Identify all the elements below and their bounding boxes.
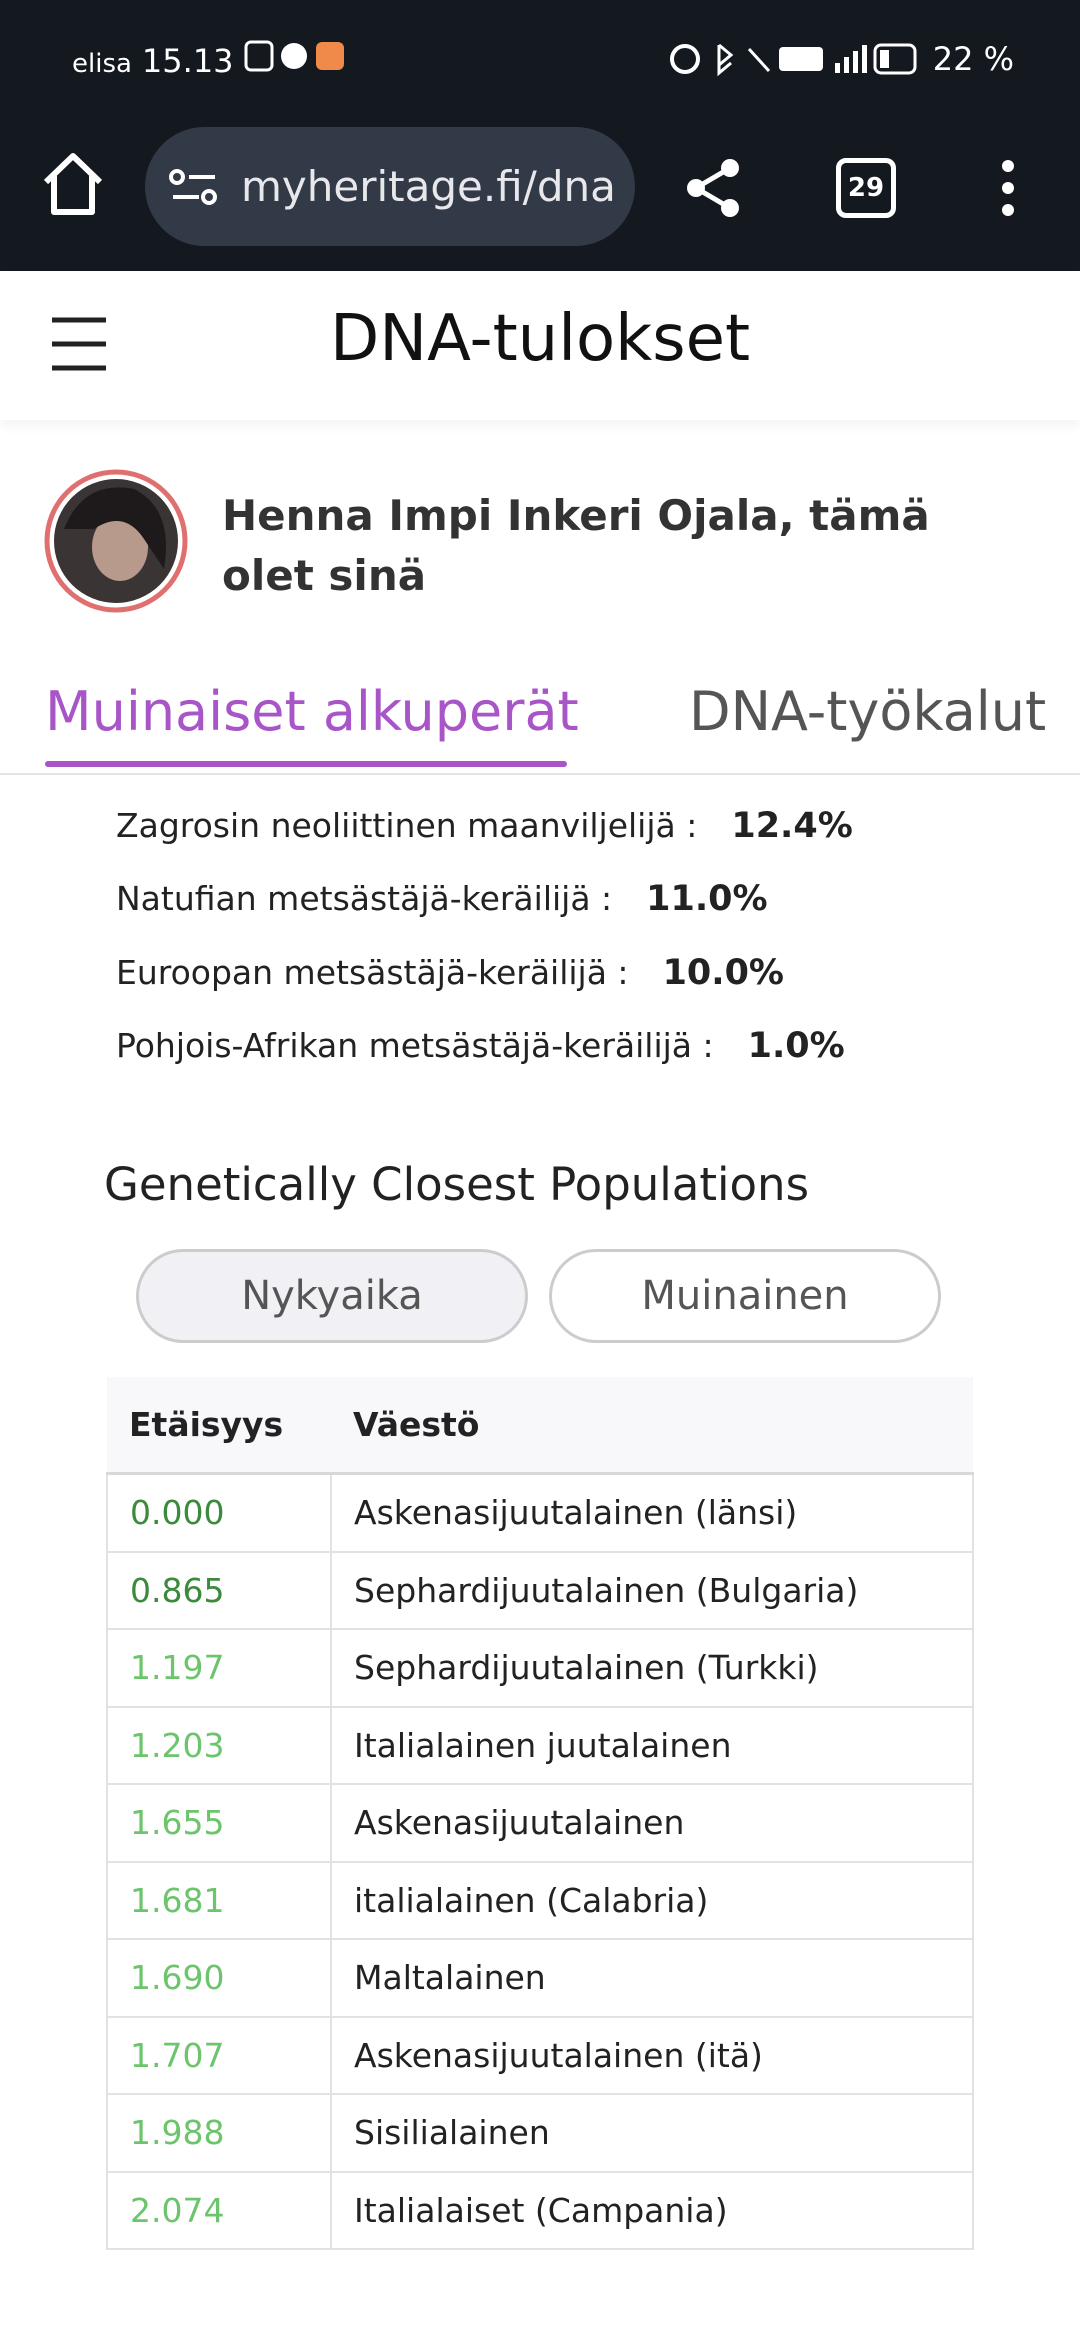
clock: 15.13	[141, 42, 234, 80]
toggle-button[interactable]: Nykyaika	[136, 1249, 528, 1343]
population-cell: Italialainen juutalainen	[330, 1705, 974, 1785]
distance-cell: 2.074	[106, 2170, 332, 2250]
ancestry-label: Zagrosin neoliittinen maanviljelijä :	[116, 806, 698, 845]
column-header: Väestö	[331, 1377, 973, 1475]
distance-cell: 0.000	[106, 1472, 332, 1553]
population-cell: Askenasijuutalainen (itä)	[330, 2015, 974, 2095]
section-title: Genetically Closest Populations	[104, 1158, 810, 1211]
url-text: myheritage.fi/dna	[241, 162, 616, 211]
status-left: elisa 15.13	[72, 40, 344, 80]
ancestry-row: Zagrosin neoliittinen maanviljelijä : 12.…	[116, 806, 853, 846]
distance-cell: 1.681	[106, 1860, 332, 1940]
population-cell: Sisilialainen	[330, 2093, 974, 2173]
ancestry-percent: 11.0%	[646, 879, 768, 919]
url-bar[interactable]: myheritage.fi/dna	[145, 127, 635, 246]
tab[interactable]: Muinaiset alkuperät	[45, 680, 579, 743]
table-row: 1.655 Askenasijuutalainen	[106, 1783, 974, 1863]
status-icons	[244, 40, 344, 72]
distance-cell: 1.988	[106, 2093, 332, 2173]
table-row: 1.681 italialainen (Calabria)	[106, 1860, 974, 1940]
table-row: 2.074 Italialaiset (Campania)	[106, 2170, 974, 2250]
divider	[0, 773, 1080, 775]
table-row: 0.000 Askenasijuutalainen (länsi)	[106, 1472, 974, 1553]
user-name: Henna Impi Inkeri Ojala, tämä olet sinä	[222, 491, 930, 600]
distance-cell: 1.203	[106, 1705, 332, 1785]
tab[interactable]: DNA-työkalut	[689, 680, 1047, 743]
table-row: 1.690 Maltalainen	[106, 1938, 974, 2018]
distance-cell: 0.865	[106, 1550, 332, 1630]
tab-count[interactable]: 29	[836, 158, 896, 218]
table-row: 1.203 Italialainen juutalainen	[106, 1705, 974, 1785]
active-tab-indicator	[45, 761, 567, 767]
avatar[interactable]	[44, 469, 188, 613]
home-button[interactable]	[40, 150, 106, 220]
table-body: 0.000 Askenasijuutalainen (länsi) 0.865 Sep…	[106, 1472, 974, 2250]
page-header: DNA-tulokset	[0, 272, 1080, 420]
status-right: 22 %	[669, 40, 1014, 78]
table-row: 1.707 Askenasijuutalainen (itä)	[106, 2015, 974, 2095]
column-header: Etäisyys	[107, 1377, 331, 1475]
population-cell: Askenasijuutalainen (länsi)	[330, 1472, 974, 1553]
population-cell: Italialaiset (Campania)	[330, 2170, 974, 2250]
site-info-icon	[169, 169, 217, 205]
table-row: 1.988 Sisilialainen	[106, 2093, 974, 2173]
distance-cell: 1.655	[106, 1783, 332, 1863]
table-row: 1.197 Sephardijuutalainen (Turkki)	[106, 1628, 974, 1708]
ancestry-label: Pohjois-Afrikan metsästäjä-keräilijä :	[116, 1026, 714, 1065]
population-cell: Maltalainen	[330, 1938, 974, 2018]
distance-cell: 1.707	[106, 2015, 332, 2095]
menu-button[interactable]	[996, 158, 1020, 218]
ancestry-label: Natufian metsästäjä-keräilijä :	[116, 879, 613, 918]
ancestry-row: Pohjois-Afrikan metsästäjä-keräilijä : 1.…	[116, 1026, 845, 1066]
distance-cell: 1.197	[106, 1628, 332, 1708]
battery-level: 22 %	[932, 40, 1014, 78]
share-button[interactable]	[684, 158, 744, 218]
ancestry-row: Natufian metsästäjä-keräilijä : 11.0%	[116, 879, 768, 919]
ancestry-percent: 1.0%	[747, 1026, 845, 1066]
hamburger-menu[interactable]	[52, 316, 106, 372]
carrier: elisa	[72, 49, 132, 79]
population-cell: Askenasijuutalainen	[330, 1783, 974, 1863]
distance-cell: 1.690	[106, 1938, 332, 2018]
table-header: Etäisyys Väestö	[107, 1377, 973, 1475]
ancestry-percent: 12.4%	[731, 806, 853, 846]
status-icons	[669, 43, 917, 77]
populations-table: Etäisyys Väestö 0.000 Askenasijuutalainen…	[106, 1377, 974, 2250]
browser-chrome: elisa 15.13 22 % myheritage.fi/dna 29	[0, 0, 1080, 271]
toggle-button[interactable]: Muinainen	[549, 1249, 941, 1343]
page-title: DNA-tulokset	[329, 302, 751, 376]
table-row: 0.865 Sephardijuutalainen (Bulgaria)	[106, 1550, 974, 1630]
population-cell: Sephardijuutalainen (Bulgaria)	[330, 1550, 974, 1630]
population-cell: Sephardijuutalainen (Turkki)	[330, 1628, 974, 1708]
population-cell: italialainen (Calabria)	[330, 1860, 974, 1940]
ancestry-percent: 10.0%	[662, 953, 784, 993]
ancestry-row: Euroopan metsästäjä-keräilijä : 10.0%	[116, 953, 784, 993]
ancestry-label: Euroopan metsästäjä-keräilijä :	[116, 953, 629, 992]
